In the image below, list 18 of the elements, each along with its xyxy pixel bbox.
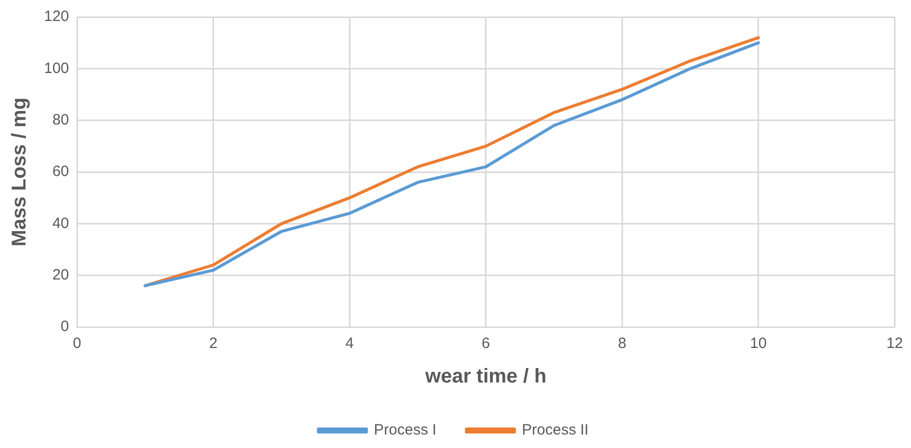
y-tick-label: 40 — [52, 214, 70, 232]
y-axis-title: Mass Loss / mg — [8, 98, 31, 246]
legend-label: Process II — [522, 422, 589, 439]
x-tick-label: 0 — [72, 335, 82, 352]
x-tick-label: 6 — [482, 335, 490, 352]
x-tick-label: 10 — [750, 335, 767, 352]
y-tick-label: 0 — [60, 318, 70, 336]
y-tick-label: 20 — [52, 266, 70, 284]
x-tick-label: 4 — [345, 335, 354, 352]
y-tick-label: 80 — [52, 111, 70, 128]
legend-label: Process I — [374, 422, 436, 439]
y-tick-label: 60 — [52, 163, 70, 180]
x-tick-label: 8 — [618, 335, 626, 352]
y-tick-label: 100 — [44, 60, 70, 77]
y-tick-label: 120 — [44, 8, 70, 26]
x-axis-title: wear time / h — [424, 366, 546, 388]
x-tick-label: 2 — [209, 335, 218, 352]
x-tick-label: 12 — [886, 335, 903, 352]
